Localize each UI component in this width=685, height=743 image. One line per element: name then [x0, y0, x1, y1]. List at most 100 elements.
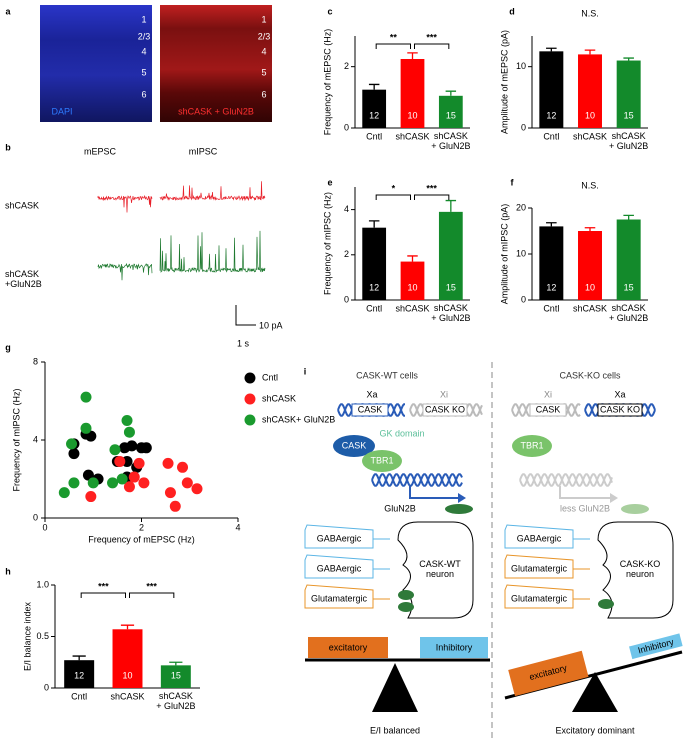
gene-box [351, 403, 389, 417]
micrograph [160, 5, 272, 122]
error-bar [407, 52, 418, 59]
bar [438, 211, 463, 300]
scale-label: 1 s [237, 338, 250, 348]
input-bracket [504, 524, 574, 549]
data-point [126, 440, 138, 452]
scale-bar [235, 305, 256, 326]
protein-label: TBR1 [520, 440, 543, 450]
sample-size: 12 [74, 670, 84, 680]
image-label: shCASK + GluN2B [178, 106, 254, 116]
panel-label: h [5, 566, 11, 576]
excitatory-group: excitatory [508, 650, 589, 697]
gene-box [422, 403, 468, 417]
sample-size: 15 [446, 110, 456, 120]
row-label: shCASK +GluN2B [5, 269, 42, 289]
panel-label: e [327, 177, 332, 187]
data-point [140, 442, 152, 454]
x-tick-label: Cntl [366, 131, 382, 141]
error-bar [623, 57, 634, 61]
y-tick-label: 0 [344, 122, 349, 132]
input-label: GABAergic [517, 533, 562, 543]
error-bar [546, 222, 557, 227]
protein-cask [333, 435, 375, 457]
error-bar [72, 655, 86, 661]
sample-size: 10 [122, 670, 132, 680]
legend-label: shCASK [262, 393, 296, 403]
data-point [162, 457, 174, 469]
input-bracket [304, 524, 374, 549]
x-axis-label: Frequency of mEPSC (Hz) [88, 534, 195, 544]
current-trace [159, 230, 266, 274]
significance-bracket [414, 194, 450, 200]
x-tick-label: 4 [235, 522, 240, 532]
data-point [138, 477, 150, 489]
layer-label: 2/3 [258, 31, 271, 41]
panel-label: a [5, 6, 11, 16]
panel-label: b [5, 142, 11, 152]
y-axis-label: Frequency of mIPSC (Hz) [11, 388, 21, 491]
significance-label: *** [426, 32, 437, 42]
bar [64, 660, 95, 688]
data-point [116, 473, 128, 485]
input-bracket [504, 584, 574, 609]
layer-label: 1 [141, 14, 146, 24]
layer-label: 5 [261, 67, 266, 77]
chromosome-label: Xi [440, 389, 448, 399]
bar [616, 219, 641, 300]
current-trace [159, 181, 266, 202]
synapse [398, 590, 414, 600]
protein-label: TBR1 [370, 455, 393, 465]
input-bracket [304, 554, 374, 579]
protein-tbr1 [362, 450, 402, 472]
sample-size: 10 [585, 282, 595, 292]
x-tick-label: shCASK [395, 131, 429, 141]
data-point [191, 483, 203, 495]
y-tick-label: 0.5 [36, 631, 49, 641]
bar [160, 665, 191, 688]
legend-label: Cntl [262, 372, 278, 382]
annotation: N.S. [581, 8, 599, 18]
significance-bracket [414, 43, 450, 49]
bar [578, 54, 602, 128]
layer-label: 4 [261, 46, 266, 56]
image-label: DAPI [51, 106, 72, 116]
sample-size: 12 [369, 110, 379, 120]
sample-size: 15 [624, 282, 634, 292]
y-tick-label: 4 [33, 434, 38, 444]
error-bar [546, 47, 557, 52]
chromosome-label: Xa [366, 389, 377, 399]
x-tick-label: shCASK + GluN2B [431, 131, 470, 151]
x-tick-label: 2 [139, 522, 144, 532]
bar [362, 89, 387, 128]
significance-bracket [375, 194, 411, 200]
x-tick-label: Cntl [71, 691, 87, 701]
y-tick-label: 10 [516, 248, 526, 258]
arrowhead [458, 493, 466, 503]
y-tick-label: 8 [33, 356, 38, 366]
y-tick-label: 0 [521, 294, 526, 304]
significance-label: ** [390, 32, 398, 42]
data-point [169, 500, 181, 512]
data-point [58, 487, 70, 499]
error-bar [445, 199, 457, 212]
y-axis-label: Frequency of mIPSC (Hz) [322, 192, 332, 295]
y-tick-label: 0 [44, 682, 49, 692]
y-tick-label: 2 [344, 61, 349, 71]
x-tick-label: 0 [42, 522, 47, 532]
panel-label: i [304, 366, 307, 376]
synapse [598, 599, 614, 609]
bar [616, 60, 641, 128]
data-point [66, 438, 78, 450]
input-bracket [304, 584, 374, 609]
data-point [123, 426, 135, 438]
x-tick-label: Cntl [543, 131, 559, 141]
error-bar [407, 255, 418, 262]
dna-strand [371, 473, 463, 487]
panel-label: d [509, 6, 515, 16]
target-label: GluN2B [384, 503, 416, 513]
y-tick-label: 10 [516, 61, 526, 71]
significance-bracket [129, 592, 175, 598]
data-point [80, 422, 92, 434]
bar [112, 629, 143, 688]
error-bar [584, 49, 596, 55]
